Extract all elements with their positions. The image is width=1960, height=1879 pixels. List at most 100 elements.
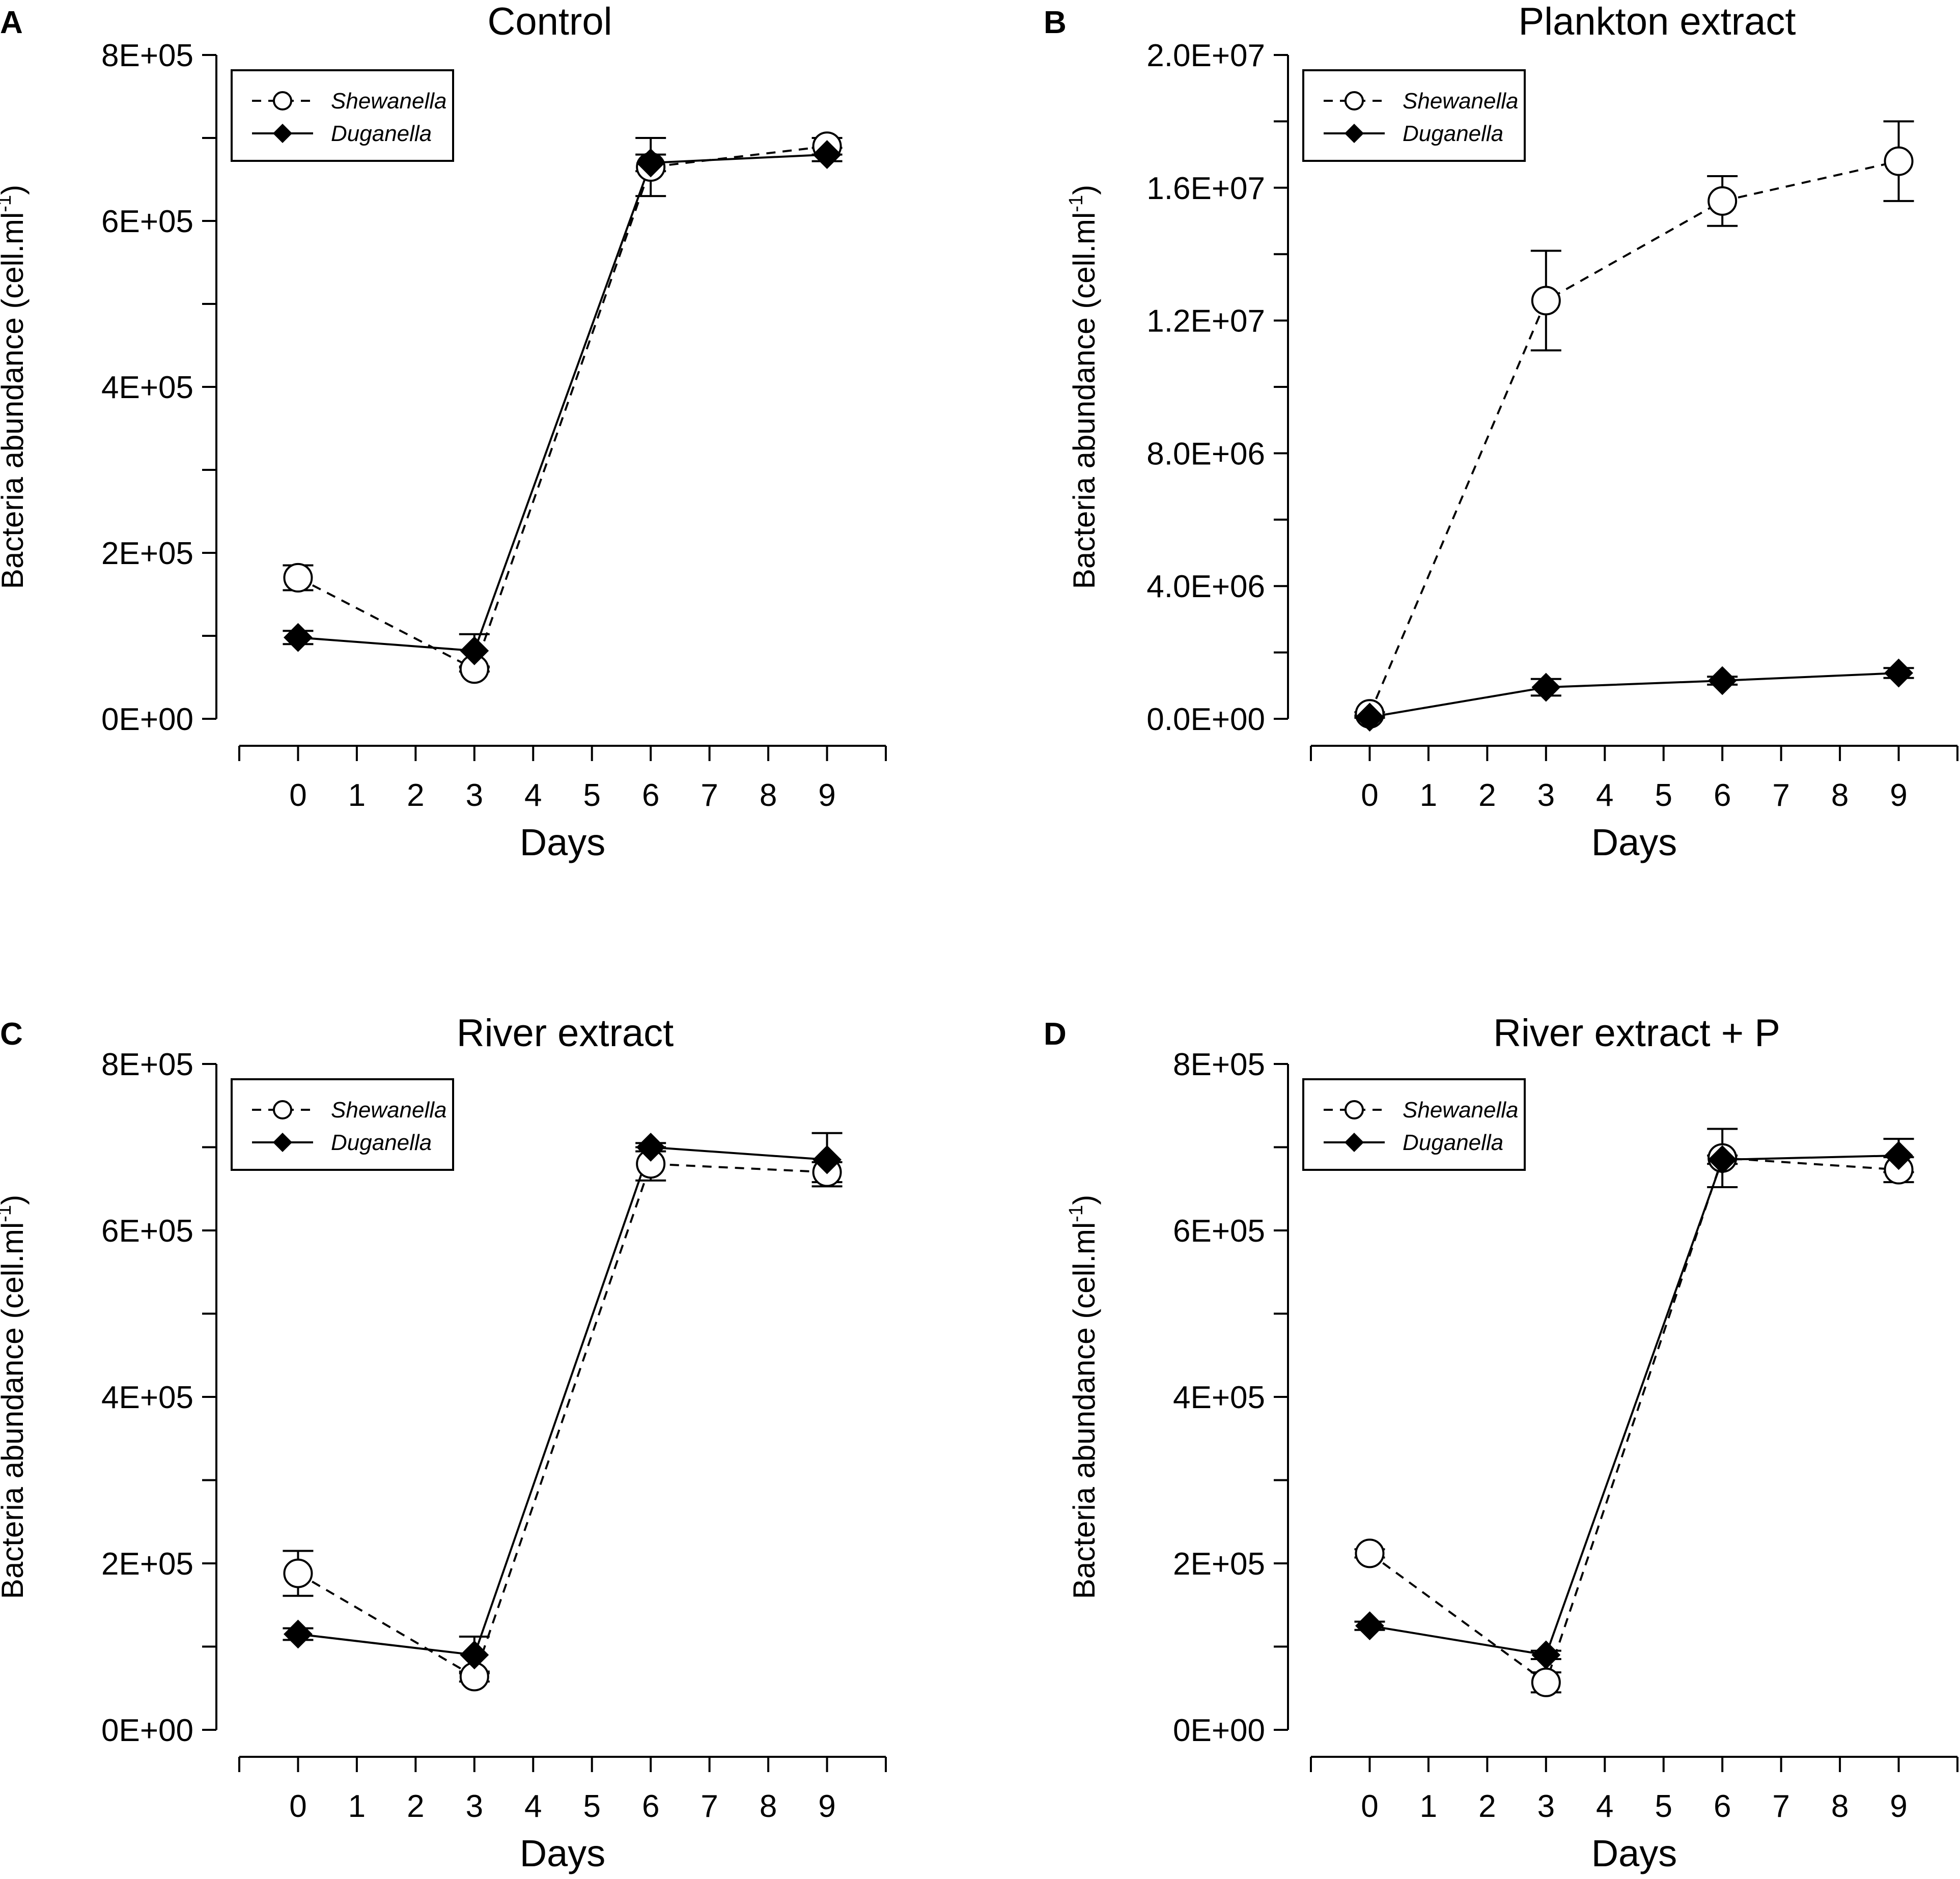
y-axis-label-end: ) xyxy=(0,185,30,195)
x-tick-label: 7 xyxy=(1772,778,1789,813)
series-line-duganella xyxy=(1369,672,1899,718)
data-point-shewanella xyxy=(283,1558,313,1588)
data-point-duganella xyxy=(460,636,489,665)
y-tick-label: 0E+00 xyxy=(101,1713,193,1748)
x-tick-label: 6 xyxy=(1714,1789,1731,1824)
legend-box xyxy=(1302,1078,1526,1171)
markers-duganella xyxy=(284,140,842,665)
x-tick-label: 2 xyxy=(407,778,424,813)
x-tick-label: 0 xyxy=(289,778,306,813)
y-tick-label: 4E+05 xyxy=(101,370,193,405)
panel-letter: B xyxy=(1044,5,1067,40)
chart-title: River extract xyxy=(457,1012,674,1055)
panel-a: A Control 0E+00 2E+05 4E+05 6E+05 8E+05 Bacteri… xyxy=(0,0,887,863)
y-tick-label: 1.2E+07 xyxy=(1146,304,1265,339)
legend-marker xyxy=(273,91,292,110)
y-tick-label: 8E+05 xyxy=(101,1047,193,1082)
x-tick-label: 9 xyxy=(818,1789,835,1824)
x-tick-label: 1 xyxy=(1420,1789,1437,1824)
y-axis-label-sup: -1 xyxy=(0,1205,15,1222)
data-point-duganella xyxy=(813,140,842,170)
legend-label: Shewanella xyxy=(331,89,447,114)
series-line-shewanella xyxy=(1368,160,1899,715)
data-point-duganella xyxy=(284,1619,313,1649)
x-tick-label: 1 xyxy=(348,778,366,813)
y-axis-label-main: Bacteria abundance (cell.ml xyxy=(0,212,30,589)
data-point-shewanella xyxy=(1531,1667,1561,1697)
x-tick-label: 9 xyxy=(1890,1789,1907,1824)
x-tick-label: 6 xyxy=(1714,778,1731,813)
x-tick-label: 2 xyxy=(1478,1789,1496,1824)
y-tick-label: 4E+05 xyxy=(101,1380,193,1415)
x-tick-label: 0 xyxy=(1361,1789,1378,1824)
markers-duganella xyxy=(284,1133,842,1670)
data-point-duganella xyxy=(284,623,313,652)
legend-box xyxy=(231,69,454,162)
x-tick-label: 2 xyxy=(1478,778,1496,813)
x-tick-label: 4 xyxy=(1596,778,1613,813)
y-axis-label-main: Bacteria abundance (cell.ml xyxy=(1067,212,1101,589)
series-line-duganella xyxy=(1369,1154,1899,1657)
data-point-duganella xyxy=(1884,658,1913,688)
legend-label: Shewanella xyxy=(1403,89,1519,114)
series-line-shewanella xyxy=(1369,1157,1899,1685)
y-tick-label: 0E+00 xyxy=(101,702,193,737)
x-tick-label: 8 xyxy=(760,1789,777,1824)
y-tick-label: 4E+05 xyxy=(1173,1380,1265,1415)
legend-marker xyxy=(1345,1100,1364,1119)
legend: Shewanella Duganella xyxy=(231,69,454,162)
x-axis-label: Days xyxy=(1591,1832,1677,1874)
y-axis-label-sup: -1 xyxy=(0,195,15,212)
data-point-duganella xyxy=(636,148,665,178)
panel-letter: A xyxy=(0,5,23,40)
panel-d: D River extract + P 0E+00 2E+05 4E+05 6E+05 8E… xyxy=(1044,1012,1958,1874)
y-tick-label: 8E+05 xyxy=(1173,1047,1265,1082)
markers-duganella xyxy=(1355,658,1913,732)
data-point-shewanella xyxy=(1531,286,1561,316)
x-tick-label: 5 xyxy=(583,778,600,813)
y-tick-label: 2.0E+07 xyxy=(1146,38,1265,73)
x-tick-label: 1 xyxy=(348,1789,366,1824)
legend-box xyxy=(231,1078,454,1171)
x-tick-label: 6 xyxy=(642,778,659,813)
panel-c: C River extract 0E+00 2E+05 4E+05 6E+05 8E+05 B… xyxy=(0,1012,887,1874)
markers-shewanella xyxy=(1355,146,1914,729)
y-axis-label: Bacteria abundance (cell.ml-1) xyxy=(0,185,30,589)
data-point-duganella xyxy=(1884,1141,1913,1170)
x-tick-label: 4 xyxy=(524,778,542,813)
series-line-shewanella xyxy=(297,1163,827,1678)
legend: Shewanella Duganella xyxy=(1302,1078,1526,1171)
panel-letter: C xyxy=(0,1017,23,1052)
y-tick-label: 6E+05 xyxy=(1173,1214,1265,1249)
y-tick-label: 0.0E+00 xyxy=(1146,702,1265,737)
y-tick-label: 2E+05 xyxy=(101,1547,193,1582)
y-tick-label: 6E+05 xyxy=(101,1214,193,1249)
legend-label: Shewanella xyxy=(1403,1098,1519,1123)
panel-b: B Plankton extract 0.0E+00 4.0E+06 8.0E+06 1.… xyxy=(1044,0,1958,863)
y-tick-label: 4.0E+06 xyxy=(1146,569,1265,604)
x-tick-label: 3 xyxy=(1537,778,1555,813)
data-point-duganella xyxy=(1355,703,1384,732)
y-tick-label: 8E+05 xyxy=(101,38,193,73)
series-line-duganella xyxy=(298,153,827,652)
x-tick-label: 3 xyxy=(466,778,483,813)
series-duganella xyxy=(283,1132,843,1674)
series-duganella xyxy=(283,147,843,668)
x-axis-label: Days xyxy=(520,821,606,863)
y-tick-label: 2E+05 xyxy=(101,536,193,571)
y-axis-label: Bacteria abundance (cell.ml-1) xyxy=(1066,1195,1101,1599)
data-point-duganella xyxy=(636,1133,665,1162)
y-tick-label: 8.0E+06 xyxy=(1146,436,1265,471)
x-tick-label: 9 xyxy=(818,778,835,813)
data-point-duganella xyxy=(1531,1640,1561,1670)
x-tick-label: 4 xyxy=(524,1789,542,1824)
y-axis-label-end: ) xyxy=(1067,1195,1101,1205)
legend-label: Shewanella xyxy=(331,1098,447,1123)
data-point-shewanella xyxy=(1884,146,1914,176)
series-line-duganella xyxy=(298,1146,827,1657)
x-tick-label: 8 xyxy=(1831,1789,1849,1824)
data-point-duganella xyxy=(1707,666,1737,695)
y-tick-label: 0E+00 xyxy=(1173,1713,1265,1748)
x-tick-label: 8 xyxy=(760,778,777,813)
legend-label: Duganella xyxy=(331,1130,432,1155)
